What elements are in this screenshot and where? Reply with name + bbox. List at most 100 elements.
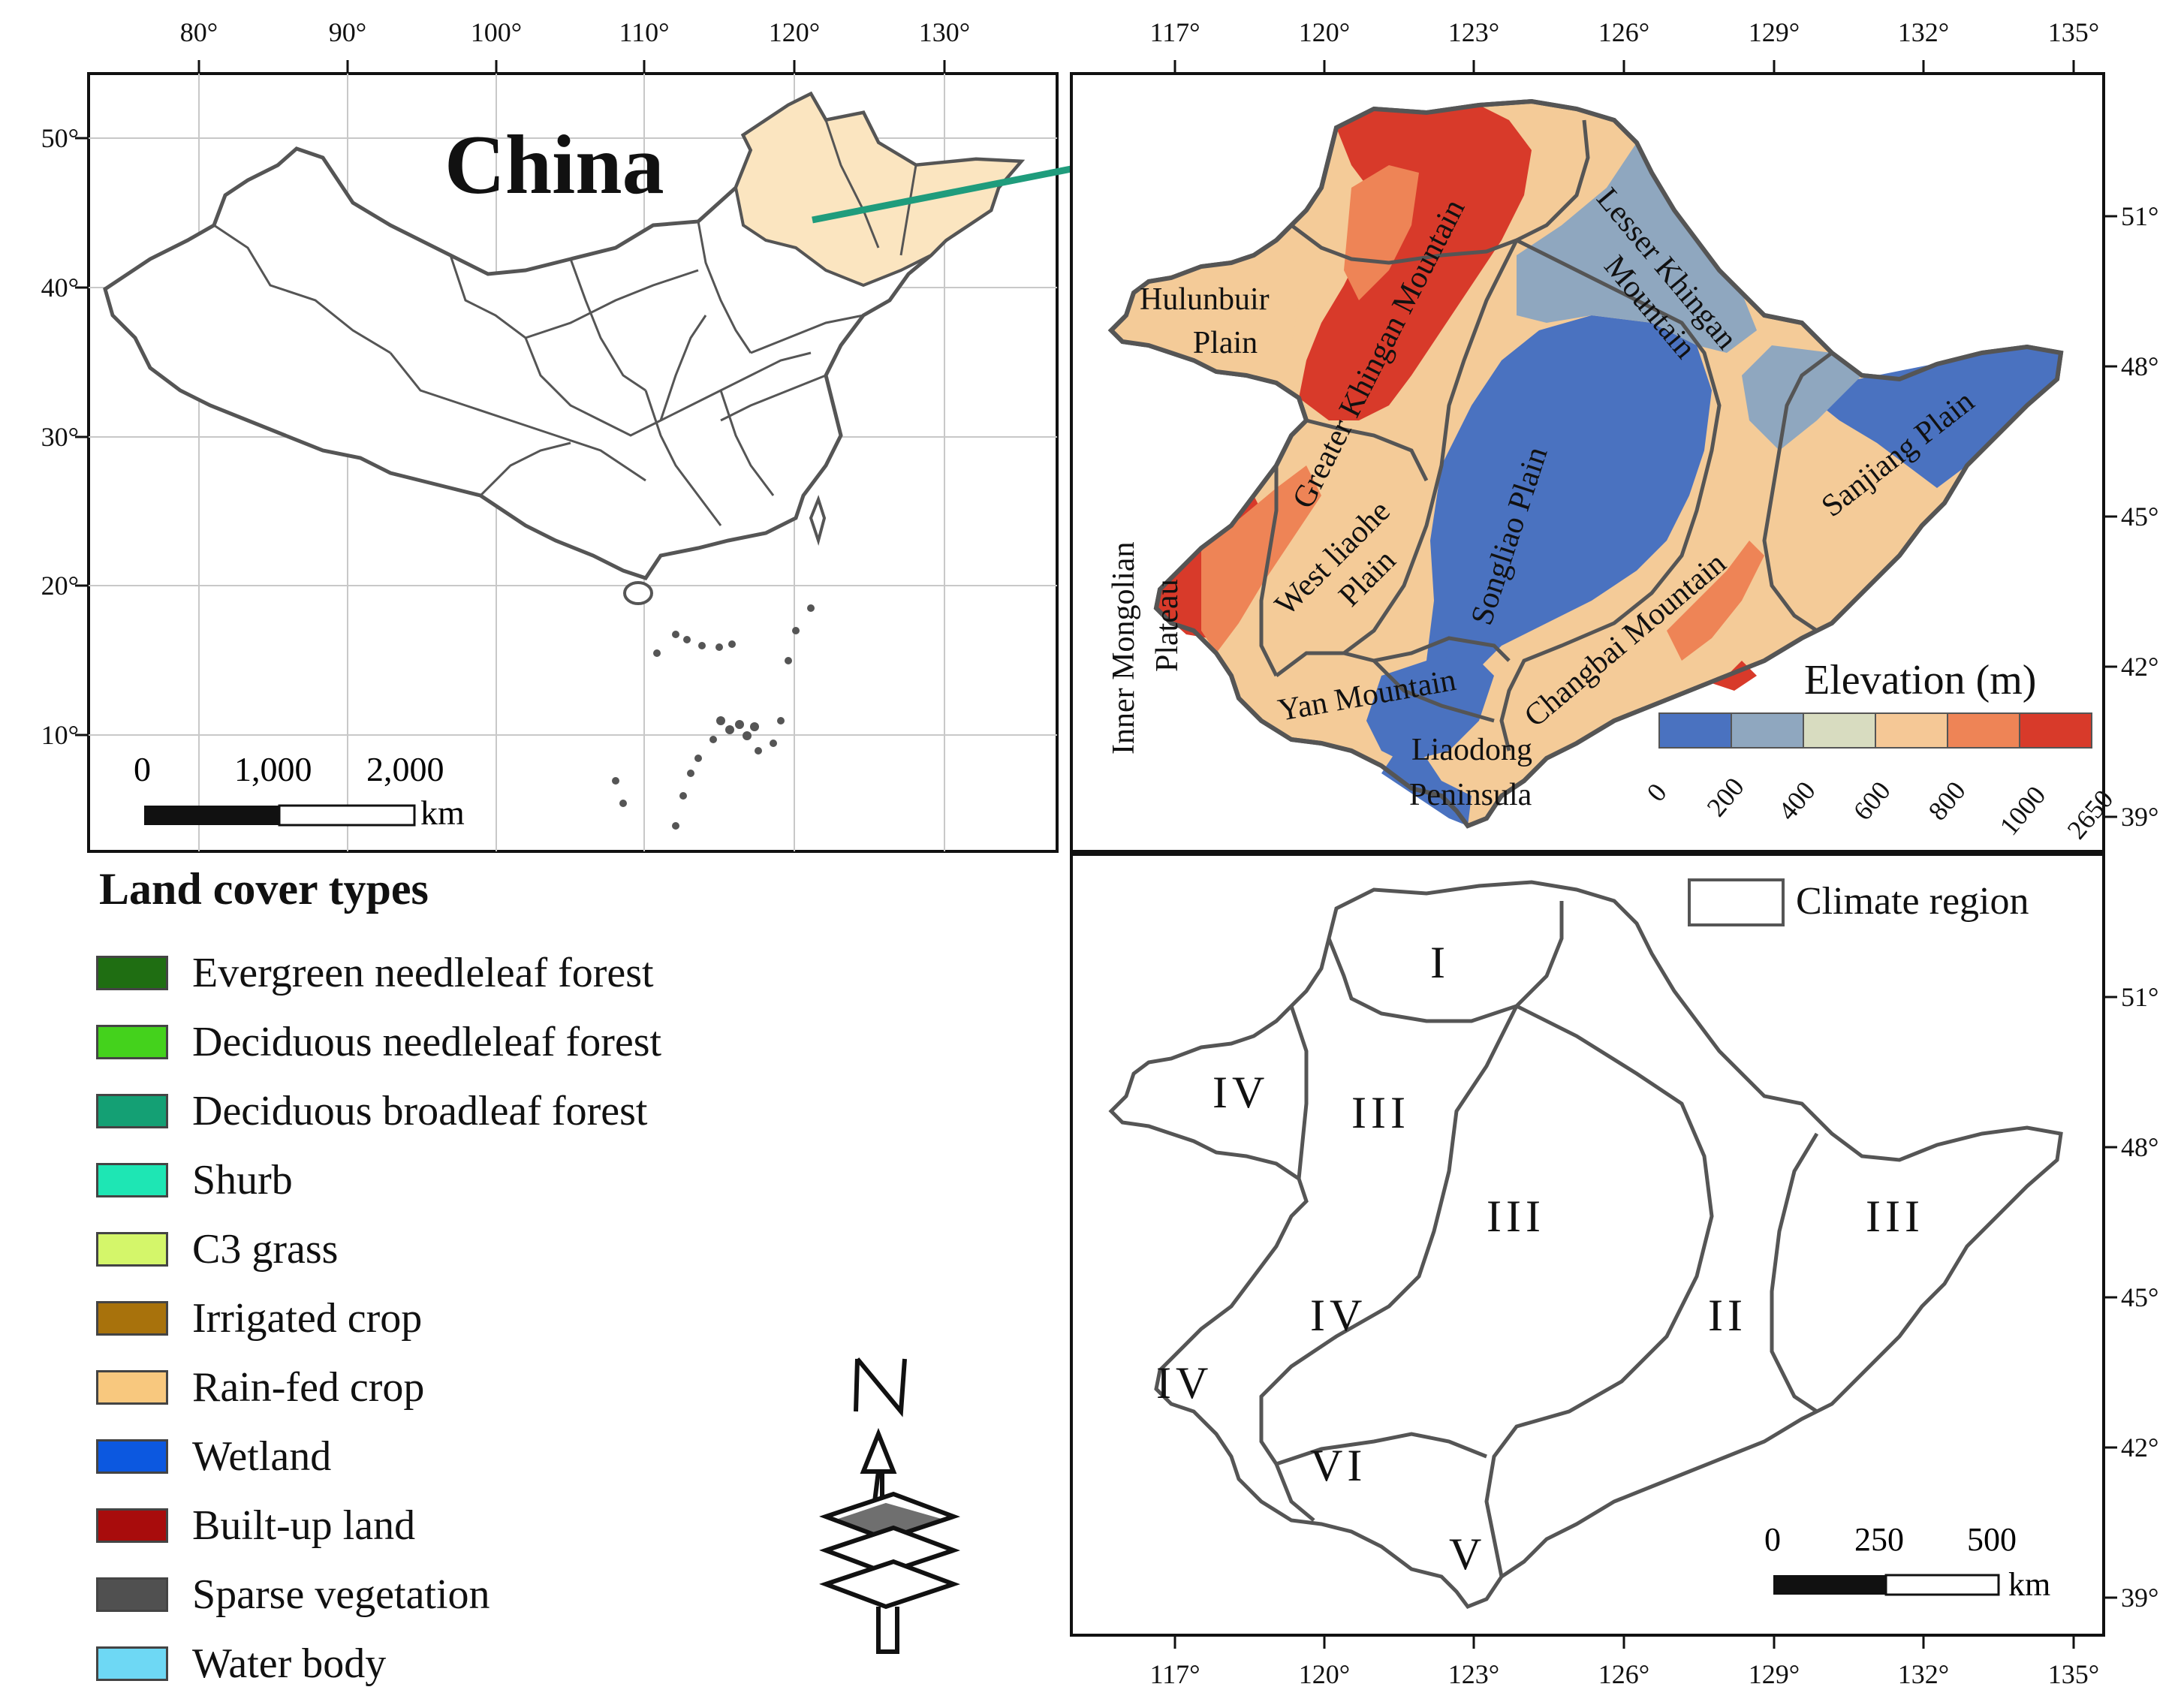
inset-title: China (444, 119, 664, 212)
climate-label: I (1430, 938, 1450, 987)
legend-item: Shurb (96, 1146, 661, 1215)
legend-label: Rain-fed crop (192, 1364, 425, 1411)
legend-item: Deciduous broadleaf forest (96, 1077, 661, 1146)
elevation-legend-swatch (1875, 712, 1948, 749)
lc-lat-tick: 39° (2121, 1583, 2158, 1613)
elevation-legend-swatch (1803, 712, 1876, 749)
legend-swatch (96, 1439, 168, 1474)
inset-lon-tick: 90° (329, 17, 366, 47)
taiwan-island (809, 495, 827, 546)
lc-lon-tick: 117° (1149, 1659, 1200, 1689)
inset-lat-tick: 10° (41, 720, 79, 750)
inset-lon-tick: 80° (180, 17, 218, 47)
inset-scale-unit: km (420, 794, 465, 832)
legend-swatch (96, 1163, 168, 1197)
landcover-scale-bar: 0 250 500 km (1764, 1521, 2050, 1603)
lc-lon-tick: 120° (1299, 1659, 1350, 1689)
legend-swatch (96, 1094, 168, 1128)
elev-lon-tick: 129° (1749, 17, 1800, 47)
elev-lon-tick: 132° (1898, 17, 1949, 47)
elev-lon-tick: 123° (1448, 17, 1499, 47)
climate-label: IV (1310, 1291, 1366, 1340)
legend-label: Deciduous broadleaf forest (192, 1088, 648, 1134)
lc-lat-tick: 45° (2121, 1282, 2158, 1312)
legend-swatch (96, 1508, 168, 1543)
lc-lon-tick: 126° (1598, 1659, 1649, 1689)
legend-swatch (96, 1232, 168, 1267)
china-inset-map: China 0 1,000 2,000 km 80° 90° 100° 110°… (41, 17, 1059, 853)
legend-label: C3 grass (192, 1226, 339, 1273)
legend-swatch (96, 1301, 168, 1336)
province-boundaries (213, 119, 917, 526)
climate-region-legend-label: Climate region (1796, 880, 2029, 923)
inset-lon-tick: 120° (769, 17, 820, 47)
legend-swatch (96, 1025, 168, 1059)
inset-lon-tick: 130° (919, 17, 970, 47)
region-label-liaodong: Liaodong (1411, 733, 1532, 767)
elev-lat-tick: 45° (2121, 502, 2158, 532)
lc-scale-label: 250 (1854, 1521, 1904, 1558)
elev-lat-tick: 42° (2121, 652, 2158, 682)
climate-label: V (1449, 1529, 1486, 1579)
legend-label: Deciduous needleleaf forest (192, 1019, 662, 1065)
inset-lon-tick: 100° (471, 17, 522, 47)
lc-scale-label: 500 (1967, 1521, 2017, 1558)
elevation-legend-swatch (1658, 712, 1732, 749)
inset-scale-label: 0 (134, 750, 151, 788)
geomorphic-boundaries (1259, 119, 1833, 752)
lc-lat-tick: 48° (2121, 1132, 2158, 1162)
legend-item: Rain-fed crop (96, 1353, 661, 1422)
lc-lon-tick: 123° (1448, 1659, 1499, 1689)
legend-label: Wetland (192, 1433, 332, 1480)
climate-label: II (1708, 1291, 1747, 1340)
lc-lon-tick: 132° (1898, 1659, 1949, 1689)
legend-swatch (96, 956, 168, 990)
lc-lat-tick: 51° (2121, 982, 2158, 1012)
legend-label: Sparse vegetation (192, 1571, 490, 1618)
climate-label: III (1866, 1191, 1924, 1241)
inset-lat-tick: 50° (41, 123, 79, 153)
legend-swatch (96, 1646, 168, 1681)
legend-item: Evergreen needleleaf forest (96, 938, 661, 1008)
elev-lat-tick: 39° (2121, 802, 2158, 832)
land-cover-legend-title: Land cover types (99, 864, 429, 914)
region-label-hulunbuir: Hulunbuir (1140, 282, 1270, 317)
climate-label: III (1351, 1088, 1410, 1137)
lc-lat-tick: 42° (2121, 1432, 2158, 1463)
legend-label: Water body (192, 1640, 387, 1687)
legend-item: Sparse vegetation (96, 1560, 661, 1629)
elevation-legend-swatch (2019, 712, 2092, 749)
lc-scale-label: 0 (1764, 1521, 1781, 1558)
climate-region-legend-swatch (1688, 878, 1785, 926)
inset-lon-tick: 110° (619, 17, 669, 47)
inset-lat-tick: 40° (41, 273, 79, 303)
elev-lon-tick: 126° (1598, 17, 1649, 47)
elevation-legend-swatch (1731, 712, 1804, 749)
region-label-hulunbuir-plain: Plain (1193, 326, 1258, 360)
legend-item: Water body (96, 1629, 661, 1698)
legend-item: Built-up land (96, 1491, 661, 1560)
legend-label: Built-up land (192, 1502, 416, 1549)
elevation-map: Hulunbuir Plain Greater Khingan Mountain… (1070, 17, 2158, 853)
elevation-legend: Elevation (m) 0 200 400 600 800 1000 265… (1640, 657, 2119, 845)
north-arrow-icon (819, 1357, 960, 1654)
legend-label: Shurb (192, 1157, 293, 1203)
south-china-sea-islands (612, 604, 815, 830)
inset-lat-tick: 30° (41, 422, 79, 452)
region-label-liaodong-peninsula: Peninsula (1409, 778, 1532, 812)
legend-item: Wetland (96, 1422, 661, 1491)
inset-scale-label: 2,000 (366, 750, 444, 788)
legend-item: C3 grass (96, 1215, 661, 1284)
legend-label: Irrigated crop (192, 1295, 423, 1342)
inset-scale-label: 1,000 (234, 750, 312, 788)
elev-lon-tick: 120° (1299, 17, 1350, 47)
legend-swatch (96, 1370, 168, 1405)
legend-item: Irrigated crop (96, 1284, 661, 1353)
elev-lat-tick: 48° (2121, 351, 2158, 381)
hainan-island (623, 581, 653, 605)
legend-item: Deciduous needleleaf forest (96, 1008, 661, 1077)
climate-label: III (1487, 1191, 1545, 1241)
northeast-china-highlight (734, 92, 1025, 288)
climate-label: VI (1310, 1441, 1366, 1490)
